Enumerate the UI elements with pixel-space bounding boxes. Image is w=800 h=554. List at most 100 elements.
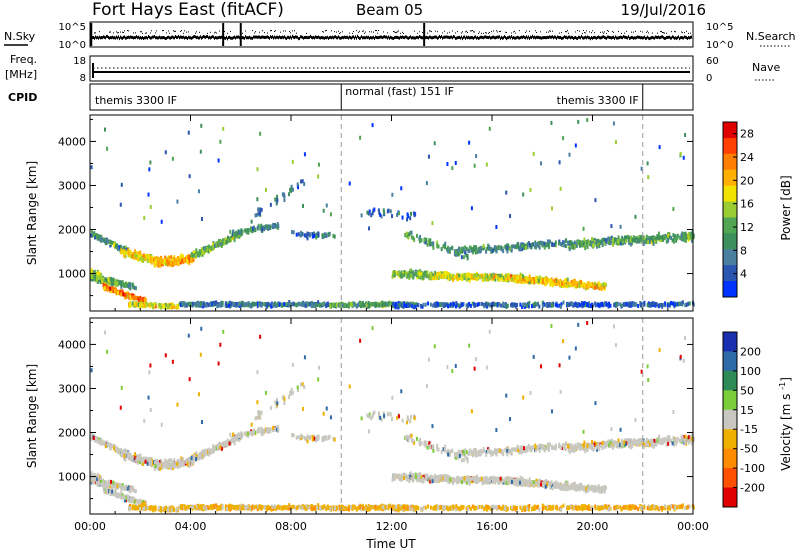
nsky-sample [440, 36, 441, 40]
nsearch-sample [559, 32, 560, 34]
power-cell [422, 275, 425, 280]
power-cell [622, 302, 625, 307]
power-cell [333, 303, 336, 308]
power-cell [124, 283, 127, 288]
power-cell [291, 230, 294, 235]
power-cell [603, 281, 606, 286]
nsearch-sample [376, 30, 377, 32]
power-cell [528, 300, 531, 305]
power-cell [510, 248, 513, 253]
power-cell [594, 281, 597, 286]
nsky-sample [449, 36, 450, 40]
power-cell [458, 250, 461, 255]
power-cell [178, 301, 181, 306]
power-cell [420, 271, 423, 276]
nsky-sample [169, 36, 170, 40]
nsearch-sample [140, 31, 141, 33]
power-cell [122, 292, 125, 297]
nsky-sample [343, 36, 344, 40]
power-cell [182, 302, 185, 307]
nsky-sample [245, 35, 246, 39]
power-cell [397, 271, 400, 276]
power-cell [489, 275, 492, 280]
power-cell [349, 302, 352, 307]
nsearch-sample [635, 30, 636, 32]
power-cell [132, 284, 135, 289]
velocity-cell [146, 461, 149, 466]
nsky-sample [513, 36, 514, 40]
nsky-sample [379, 35, 380, 39]
nsky-sample [376, 35, 377, 39]
nsky-sample [544, 36, 545, 40]
power-cell [403, 273, 406, 278]
power-cell [682, 155, 685, 160]
power-cell [274, 224, 277, 229]
nsearch-sample [608, 30, 609, 32]
power-cell [506, 246, 509, 251]
power-cell [124, 295, 127, 300]
nsearch-sample [353, 30, 354, 32]
power-cell [301, 179, 304, 184]
power-cell [230, 235, 233, 240]
power-cell [422, 273, 425, 278]
power-cell [120, 292, 123, 297]
power-cell [339, 302, 342, 307]
nsky-sample [388, 35, 389, 39]
power-cell [473, 163, 476, 168]
nsky-sample [447, 35, 448, 39]
nsky-sample [588, 36, 589, 40]
power-cell [254, 213, 257, 218]
nsky-sample [431, 36, 432, 40]
power-cell [486, 301, 489, 306]
power-cell [472, 273, 475, 278]
power-cell [628, 236, 631, 241]
power-cell [181, 258, 184, 263]
nsearch-sample [473, 31, 474, 33]
nsky-sample [92, 36, 93, 40]
nsky-sample [622, 36, 623, 40]
power-cell [246, 301, 249, 306]
power-cell [599, 240, 602, 245]
power-cell [395, 301, 398, 306]
nsky-sample [110, 36, 111, 40]
power-cell [249, 303, 252, 308]
power-cell [170, 255, 173, 260]
nsearch-sample [252, 30, 253, 32]
nsky-sample [363, 36, 364, 40]
velocity-cell [94, 436, 97, 441]
power-cell [572, 279, 575, 284]
nsky-sample [594, 35, 595, 39]
nsearch-sample [447, 32, 448, 34]
nsky-sample [634, 36, 635, 40]
power-cell [306, 231, 309, 236]
power-cell [549, 282, 552, 287]
nsky-sample [652, 35, 653, 39]
power-cell [414, 271, 417, 276]
nsky-sample [337, 36, 338, 40]
power-cell [484, 273, 487, 278]
nsky-sample [570, 36, 571, 40]
velocity-cell [131, 456, 134, 461]
nsearch-sample [604, 31, 605, 33]
nsearch-sample [613, 31, 614, 33]
power-cell [139, 250, 142, 255]
power-cell [497, 273, 500, 278]
nsearch-sample [582, 32, 583, 34]
nsky-sample [249, 35, 250, 39]
freq-tick-bottom: 8 [80, 73, 86, 84]
power-colorbar-tick-label: 24 [740, 151, 754, 164]
velocity-cell [100, 440, 103, 445]
nsky-sample [217, 36, 218, 40]
power-cell [190, 256, 193, 261]
nsky-sample [357, 34, 358, 38]
power-cell [171, 156, 174, 161]
nsearch-sample [472, 30, 473, 32]
nsearch-sample [483, 32, 484, 34]
power-cell [652, 238, 655, 243]
nsky-sample [238, 35, 239, 39]
power-cell [441, 273, 444, 278]
power-cell [278, 302, 281, 307]
velocity-cell [179, 458, 182, 463]
power-cell [581, 304, 584, 309]
power-cell [637, 303, 640, 308]
